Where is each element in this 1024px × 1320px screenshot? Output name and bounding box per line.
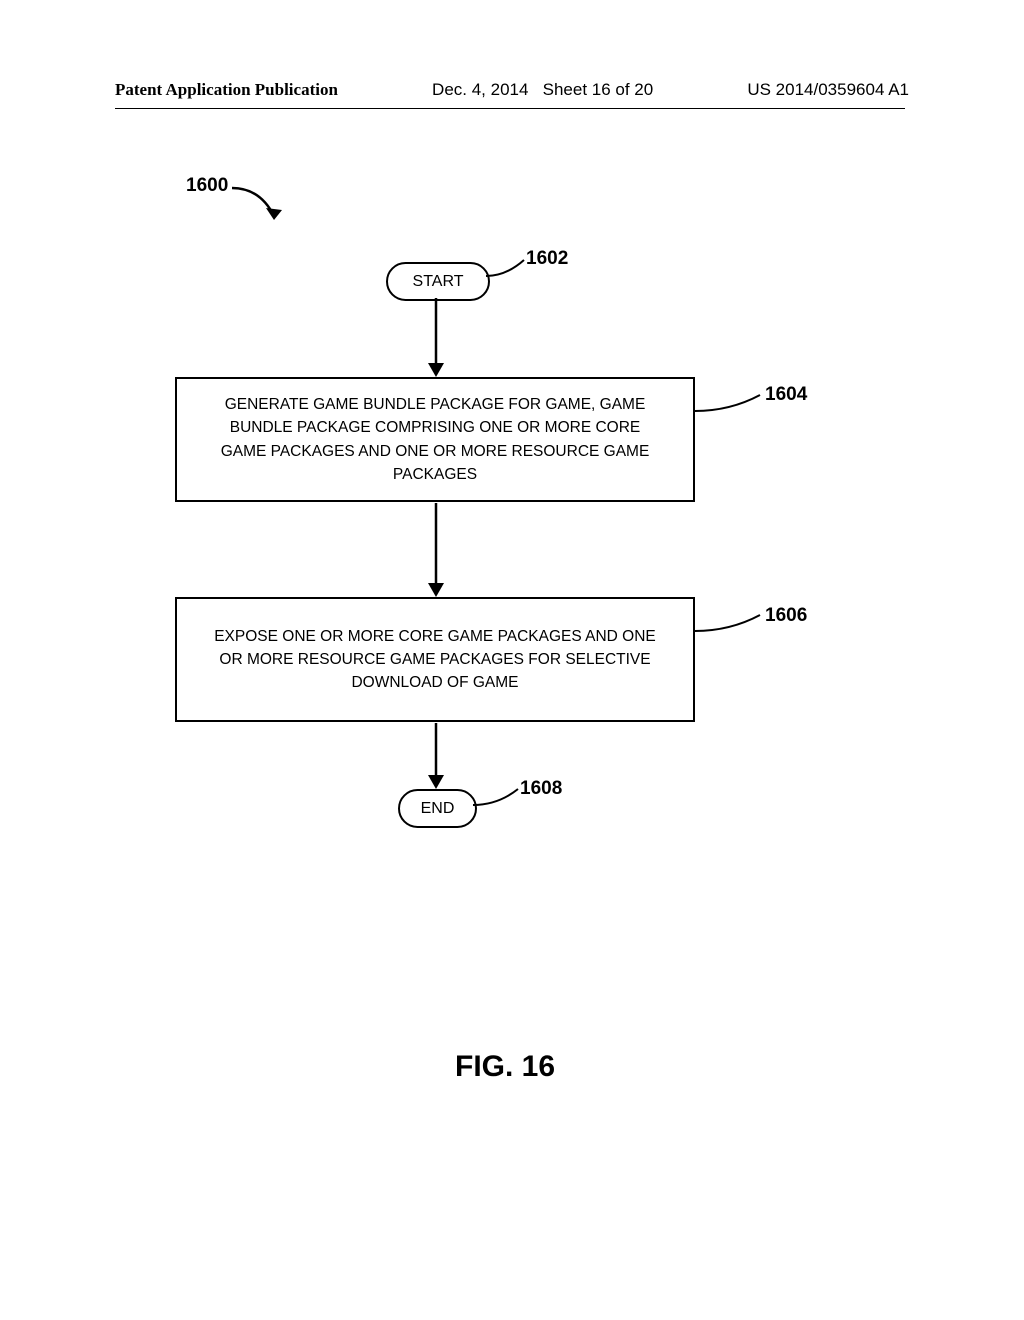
header-date-sheet: Dec. 4, 2014 Sheet 16 of 20	[432, 80, 653, 100]
step2-node: EXPOSE ONE OR MORE CORE GAME PACKAGES AN…	[175, 597, 695, 722]
ref-curve-1602	[486, 258, 531, 283]
page-header: Patent Application Publication Dec. 4, 2…	[0, 80, 1024, 100]
step2-label: EXPOSE ONE OR MORE CORE GAME PACKAGES AN…	[207, 625, 663, 695]
end-node: END	[398, 789, 477, 828]
step1-node: GENERATE GAME BUNDLE PACKAGE FOR GAME, G…	[175, 377, 695, 502]
arrow-start-step1	[426, 298, 446, 378]
ref-curve-1608	[473, 787, 523, 812]
ref-curve-1606	[695, 613, 765, 638]
end-label: END	[421, 800, 455, 818]
ref-curve-1604	[695, 393, 765, 418]
figure-label: FIG. 16	[455, 1050, 555, 1084]
start-node: START	[386, 262, 490, 301]
ref-label-1608: 1608	[520, 778, 562, 800]
ref-label-1604: 1604	[765, 384, 807, 406]
ref-label-1600: 1600	[186, 175, 228, 197]
arrow-step2-end	[426, 723, 446, 790]
header-pub-number: US 2014/0359604 A1	[747, 80, 909, 100]
header-publication: Patent Application Publication	[115, 80, 338, 100]
header-underline	[115, 108, 905, 109]
ref-label-1602: 1602	[526, 248, 568, 270]
ref-label-1606: 1606	[765, 605, 807, 627]
step1-label: GENERATE GAME BUNDLE PACKAGE FOR GAME, G…	[207, 393, 663, 486]
start-label: START	[413, 273, 464, 291]
arrow-step1-step2	[426, 503, 446, 598]
ref-arrow-1600	[232, 180, 292, 230]
